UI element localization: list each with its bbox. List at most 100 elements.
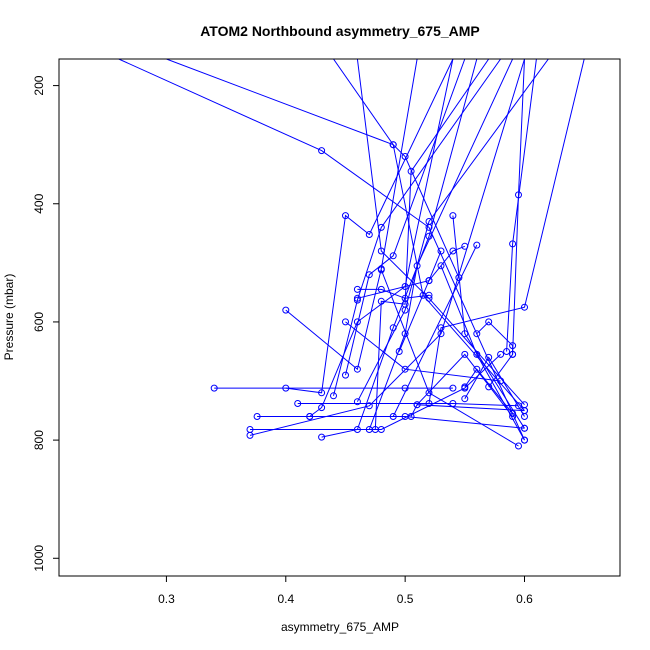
series-line	[374, 59, 490, 430]
x-axis: 0.3 0.4 0.5 0.6	[158, 575, 533, 606]
x-tick-label: 0.5	[397, 592, 414, 606]
data-point	[371, 426, 379, 433]
data-point	[449, 400, 457, 407]
series-line	[440, 265, 525, 441]
x-axis-title: asymmetry_675_AMP	[281, 620, 399, 634]
data-point	[473, 330, 481, 338]
series-9	[342, 59, 466, 379]
data-point	[425, 291, 433, 299]
data-point	[455, 274, 463, 282]
data-point	[401, 365, 409, 373]
y-tick-label: 600	[32, 312, 46, 332]
data-point	[473, 241, 481, 249]
data-point	[449, 247, 457, 255]
data-point	[437, 324, 445, 332]
chart-title: ATOM2 Northbound asymmetry_675_AMP	[200, 23, 480, 39]
y-tick-label: 200	[32, 75, 46, 95]
y-tick-label: 400	[32, 193, 46, 213]
data-point	[413, 401, 421, 409]
data-point	[353, 294, 361, 302]
series-31	[342, 318, 505, 385]
y-tick-label: 800	[32, 430, 46, 450]
series-line	[333, 59, 460, 278]
data-point	[318, 389, 326, 397]
data-point	[318, 404, 326, 412]
series-23	[294, 400, 522, 410]
series-line	[309, 59, 454, 417]
data-point	[461, 383, 469, 391]
series-line	[309, 416, 525, 429]
data-point	[365, 231, 373, 238]
x-tick-label: 0.6	[516, 592, 533, 606]
series-line	[297, 403, 519, 407]
data-point	[497, 350, 505, 358]
data-point	[509, 410, 517, 417]
data-point	[509, 350, 517, 358]
series-line	[249, 59, 525, 436]
series-line	[476, 321, 514, 355]
series-30	[395, 242, 469, 355]
data-point	[461, 395, 469, 403]
data-point	[425, 223, 433, 231]
series-2	[246, 59, 525, 439]
series-line	[428, 59, 585, 404]
x-tick-label: 0.4	[277, 592, 294, 606]
data-point	[509, 240, 517, 248]
data-point	[449, 384, 457, 392]
data-point	[521, 436, 528, 444]
data-point	[521, 303, 528, 311]
y-axis-title: Pressure (mbar)	[2, 274, 16, 361]
series-32	[461, 365, 517, 417]
data-point	[246, 431, 254, 439]
data-point	[425, 389, 433, 397]
series-line	[464, 368, 513, 414]
data-point	[353, 285, 361, 293]
data-point	[377, 266, 385, 274]
series-25	[118, 59, 528, 444]
series-line	[398, 245, 465, 352]
data-point	[521, 401, 528, 409]
series-line	[488, 59, 525, 388]
data-point	[485, 318, 493, 326]
data-point	[395, 348, 403, 355]
data-point	[318, 147, 326, 155]
data-point	[318, 433, 326, 441]
data-point	[401, 283, 409, 290]
data-point	[437, 247, 445, 255]
data-point	[401, 294, 409, 302]
series-22	[306, 413, 528, 432]
y-axis: 200 400 600 800 1000	[32, 75, 60, 572]
data-point	[425, 277, 433, 285]
series-line	[416, 353, 513, 417]
data-point	[401, 153, 409, 160]
data-point	[353, 365, 361, 373]
data-point	[342, 318, 349, 326]
data-point	[497, 377, 505, 385]
data-point	[401, 413, 409, 420]
series-line	[321, 59, 478, 438]
series-line	[368, 59, 514, 430]
series-line	[345, 321, 501, 382]
data-point	[282, 384, 290, 392]
data-point	[253, 413, 261, 420]
data-point	[437, 262, 445, 270]
data-point	[306, 413, 314, 420]
series-line	[118, 59, 525, 441]
data-point	[449, 212, 457, 220]
series-line	[345, 59, 466, 376]
data-point	[365, 402, 373, 410]
x-tick-label: 0.3	[158, 592, 175, 606]
data-point	[342, 212, 349, 220]
data-point	[377, 247, 385, 255]
data-point	[461, 350, 469, 358]
data-point	[389, 252, 397, 260]
data-point	[407, 167, 415, 175]
y-tick-label: 1000	[32, 545, 46, 572]
series-line	[357, 288, 430, 299]
series-line	[285, 59, 418, 371]
data-point	[509, 342, 517, 350]
data-point	[473, 365, 481, 373]
data-point	[461, 242, 469, 250]
series-layer	[118, 59, 585, 450]
